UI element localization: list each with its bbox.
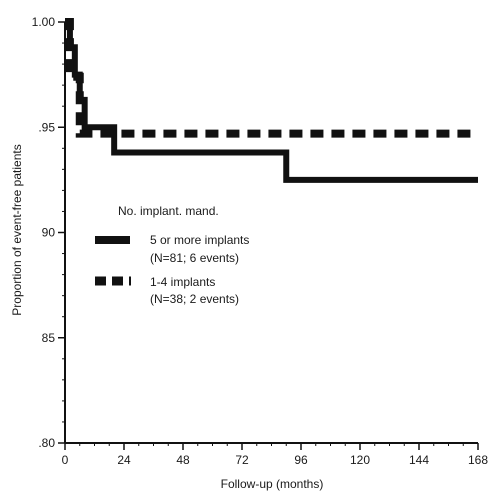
legend-detail-5-or-more-implants: (N=81; 6 events)	[150, 251, 239, 265]
x-tick-label: 0	[62, 453, 69, 467]
y-axis-title: Proportion of event-free patients	[10, 144, 24, 315]
legend-title: No. implant. mand.	[118, 204, 219, 218]
legend-label-1-4-implants: 1-4 implants	[150, 275, 215, 289]
legend-detail-1-4-implants: (N=38; 2 events)	[150, 292, 239, 306]
x-tick-label: 96	[294, 453, 308, 467]
y-tick-label: 85	[42, 331, 56, 345]
x-tick-label: 24	[117, 453, 131, 467]
series-line-5-or-more-implants	[65, 19, 478, 183]
series-line-1-4-implants	[65, 18, 478, 138]
legend-label-5-or-more-implants: 5 or more implants	[150, 233, 249, 247]
x-axis-title: Follow-up (months)	[221, 477, 324, 491]
x-tick-label: 48	[176, 453, 190, 467]
y-tick-label: 90	[42, 226, 56, 240]
axes: .80 85 90 .95 1.00 0 24 48 72 96 120 144 168	[32, 15, 489, 467]
x-tick-label: 120	[350, 453, 370, 467]
y-tick-label: 1.00	[32, 15, 56, 29]
x-tick-label: 168	[468, 453, 488, 467]
plot-area	[65, 18, 478, 183]
x-tick-label: 144	[409, 453, 429, 467]
x-tick-label: 72	[235, 453, 249, 467]
y-tick-label: .95	[38, 120, 55, 134]
legend: No. implant. mand. 5 or more implants (N…	[95, 204, 249, 306]
y-tick-label: .80	[38, 436, 55, 450]
